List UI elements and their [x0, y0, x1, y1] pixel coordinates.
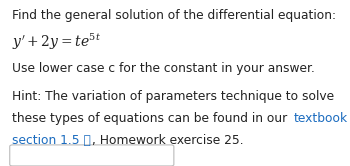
Text: textbook: textbook [294, 112, 348, 125]
Text: these types of equations can be found in our: these types of equations can be found in… [13, 112, 292, 125]
Text: Use lower case c for the constant in your answer.: Use lower case c for the constant in you… [13, 62, 315, 75]
FancyBboxPatch shape [10, 145, 174, 166]
Text: , Homework exercise 25.: , Homework exercise 25. [92, 134, 244, 147]
Text: section 1.5 ⧉: section 1.5 ⧉ [13, 134, 91, 147]
Text: Find the general solution of the differential equation:: Find the general solution of the differe… [13, 9, 336, 22]
Text: $y'+2y = te^{5t}$: $y'+2y = te^{5t}$ [13, 32, 102, 52]
Text: Hint: The variation of parameters technique to solve: Hint: The variation of parameters techni… [13, 90, 335, 103]
